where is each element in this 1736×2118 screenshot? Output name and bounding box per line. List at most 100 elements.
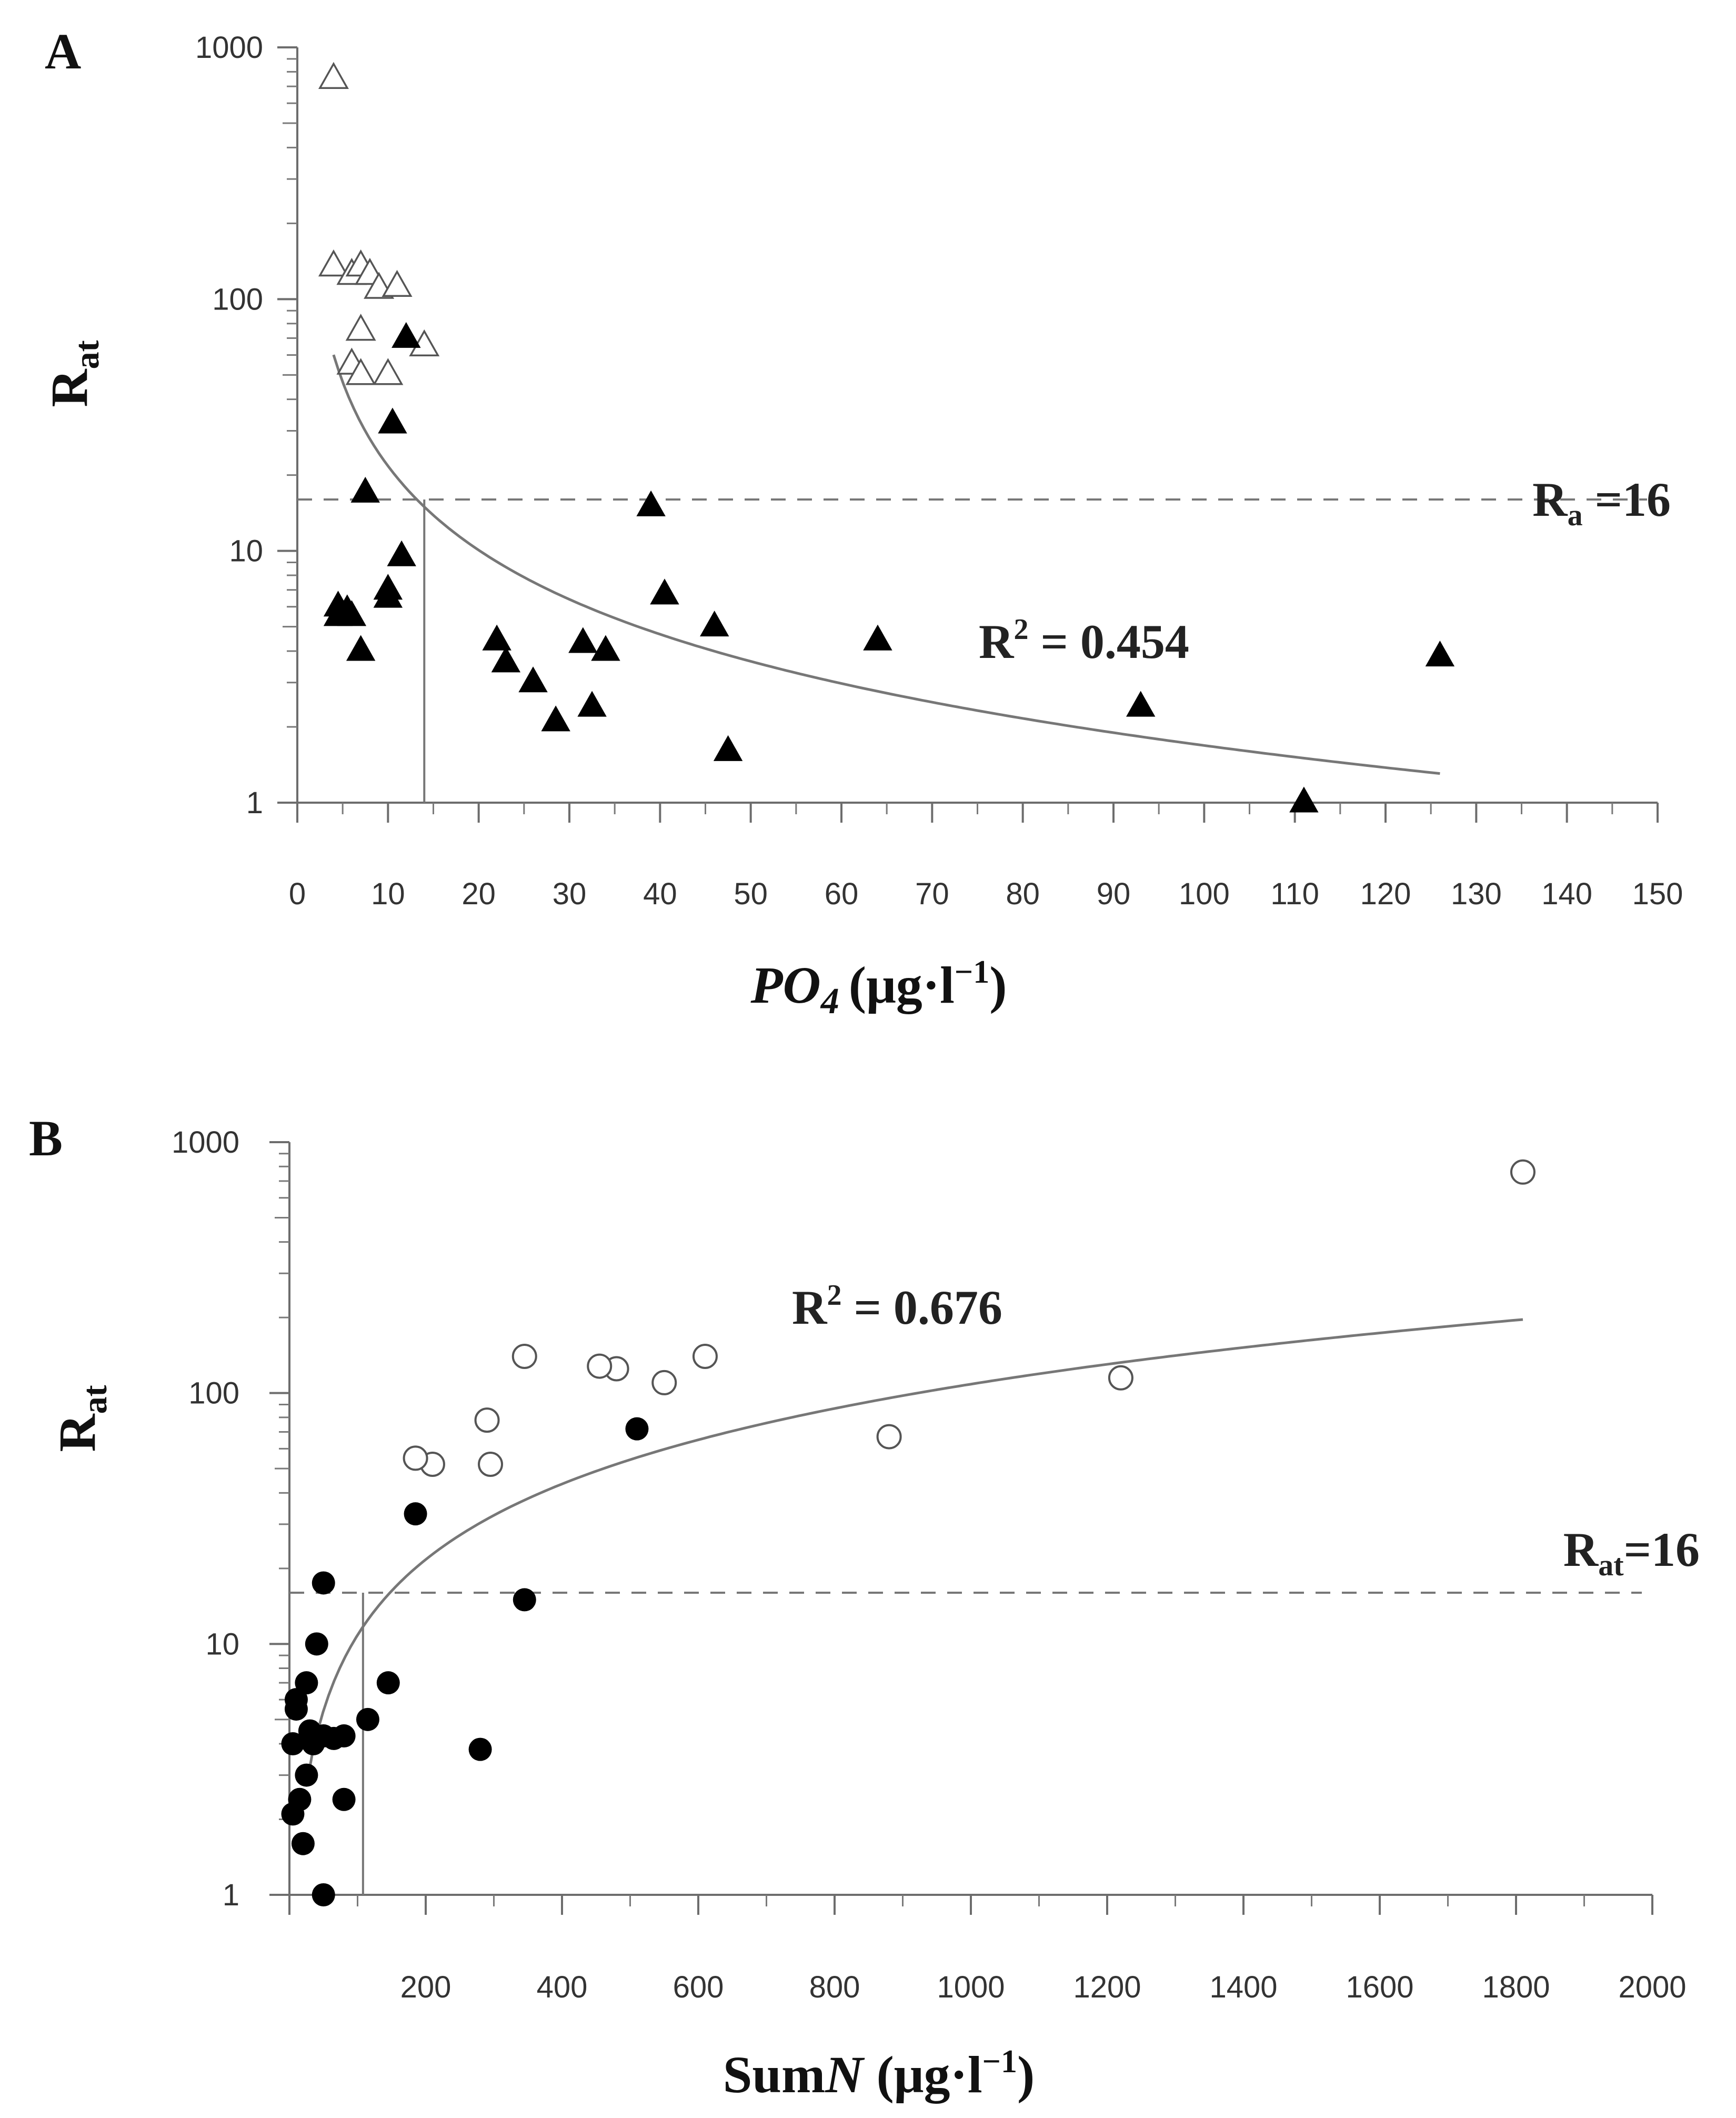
svg-text:Rat: Rat bbox=[40, 340, 106, 407]
panel-a-filled-triangle-point bbox=[591, 635, 620, 661]
panel-a-reference-line bbox=[297, 498, 1647, 803]
panel-a-x-tick-label: 140 bbox=[1541, 877, 1592, 911]
panel-a-y-axis-title: Rat bbox=[40, 340, 106, 407]
panel-a-y-tick-labels: 1 10 100 1000 bbox=[195, 31, 263, 820]
panel-b-filled-circle-point bbox=[305, 1632, 328, 1656]
panel-a-filled-triangle-point bbox=[863, 624, 892, 651]
panel-a-x-tick-label: 40 bbox=[643, 877, 677, 911]
panel-a-x-axis-title: PO4 (μg·l−1) bbox=[750, 954, 1007, 1022]
panel-b-y-tick-labels: 1 10 100 1000 bbox=[172, 1125, 239, 1912]
panel-b-x-tick-label: 1400 bbox=[1209, 1970, 1277, 2004]
panel-a-x-tick-labels: 0 10 20 30 40 50 60 70 80 90 100 110 120 130 140 150 bbox=[289, 877, 1683, 911]
panel-a-filled-triangle-point bbox=[387, 540, 416, 566]
panel-a-x-tick-label: 120 bbox=[1360, 877, 1411, 911]
panel-a-filled-triangle-point bbox=[1289, 786, 1319, 813]
panel-a-x-tick-label: 150 bbox=[1632, 877, 1683, 911]
panel-a-x-tick-label: 10 bbox=[371, 877, 405, 911]
panel-a-filled-triangle-point bbox=[482, 624, 511, 651]
panel-b-open-circle-point bbox=[511, 1344, 537, 1370]
panel-b-filled-circle-point bbox=[302, 1732, 325, 1756]
panel-a-open-triangle-point bbox=[318, 62, 349, 89]
panel-a-y-title-sub: at bbox=[68, 340, 106, 369]
panel-b-filled-circle-point bbox=[332, 1787, 356, 1811]
panel-b-open-circle-point bbox=[587, 1353, 613, 1379]
panel-b-x-tick-label: 1600 bbox=[1346, 1970, 1413, 2004]
panel-b-x-tick-label: 800 bbox=[809, 1970, 860, 2004]
panel-a-filled-triangle-point bbox=[568, 627, 598, 653]
panel-b-open-circle-point bbox=[1510, 1159, 1536, 1185]
panel-a-filled-triangle-point bbox=[346, 635, 376, 661]
panel-b: B Rat 1 10 100 1000 200 400 600 800 1000 1200 140… bbox=[29, 1110, 1700, 2104]
panel-a-x-tick-label: 30 bbox=[553, 877, 587, 911]
panel-b-filled-circle-point bbox=[295, 1763, 318, 1787]
panel-b-open-circle-point bbox=[876, 1424, 902, 1450]
panel-b-filled-circle-point bbox=[312, 1883, 335, 1906]
panel-b-filled-circle-point bbox=[404, 1502, 427, 1526]
panel-a-x-tick-label: 70 bbox=[915, 877, 949, 911]
panel-a-x-tick-label: 60 bbox=[825, 877, 859, 911]
panel-a-open-triangle-point bbox=[345, 358, 376, 385]
panel-b-open-circle-point bbox=[403, 1445, 428, 1471]
panel-a-y-title-main: R bbox=[40, 368, 98, 407]
panel-a-data-points bbox=[318, 62, 1455, 813]
panel-a-filled-triangle-point bbox=[337, 600, 367, 626]
panel-a-x-tick-label: 110 bbox=[1270, 877, 1319, 911]
panel-b-letter: B bbox=[29, 1110, 63, 1166]
panel-a-filled-triangle-point bbox=[713, 735, 743, 761]
panel-b-data-points bbox=[281, 1159, 1536, 1906]
panel-b-y-tick-label: 1000 bbox=[172, 1125, 239, 1160]
panel-a-r2-label: R2 = 0.454 bbox=[979, 613, 1189, 668]
panel-b-filled-circle-point bbox=[284, 1697, 308, 1721]
panel-b-fit-path bbox=[305, 1318, 1523, 1786]
panel-b-x-tick-labels: 200 400 600 800 1000 1200 1400 1600 1800 2000 bbox=[400, 1970, 1687, 2004]
panel-b-open-circle-point bbox=[651, 1370, 677, 1395]
panel-a-open-triangle-point bbox=[318, 249, 349, 277]
panel-b-filled-circle-point bbox=[625, 1417, 649, 1441]
panel-b-filled-circle-point bbox=[468, 1737, 492, 1761]
panel-b-y-title-sub: at bbox=[76, 1385, 114, 1414]
panel-b-filled-circle-point bbox=[356, 1707, 379, 1731]
panel-b-y-axis-title: Rat bbox=[48, 1385, 114, 1452]
panel-b-y-tick-label: 10 bbox=[205, 1627, 239, 1661]
panel-a-y-tick-label: 100 bbox=[212, 282, 263, 316]
panel-a-filled-triangle-point bbox=[491, 646, 521, 673]
svg-text:Rat: Rat bbox=[48, 1385, 114, 1452]
panel-a-x-tick-label: 20 bbox=[461, 877, 496, 911]
panel-a-filled-triangle-point bbox=[700, 611, 729, 637]
panel-b-x-tick-label: 1000 bbox=[937, 1970, 1005, 2004]
panel-b-open-circle-point bbox=[474, 1407, 500, 1433]
panel-a-fit-path bbox=[332, 354, 1440, 775]
panel-a-filled-triangle-point bbox=[350, 476, 380, 503]
panel-a-filled-triangle-point bbox=[373, 582, 403, 608]
panel-a-filled-triangle-point bbox=[378, 407, 407, 434]
panel-a-open-triangle-point bbox=[382, 269, 413, 297]
panel-b-open-circle-point bbox=[1108, 1365, 1133, 1391]
panel-b-open-circle-point bbox=[692, 1344, 718, 1370]
panel-b-x-tick-label: 600 bbox=[673, 1970, 724, 2004]
panel-a-filled-triangle-point bbox=[518, 666, 548, 693]
panel-a-filled-triangle-point bbox=[1425, 641, 1455, 667]
panel-b-filled-circle-point bbox=[312, 1571, 335, 1595]
panel-b-x-tick-label: 200 bbox=[400, 1970, 451, 2004]
panel-a-axes bbox=[277, 46, 1659, 823]
panel-b-filled-circle-point bbox=[376, 1671, 400, 1695]
panel-b-filled-circle-point bbox=[513, 1588, 536, 1612]
panel-a-x-tick-label: 0 bbox=[289, 877, 306, 911]
panel-b-open-circle-point bbox=[478, 1452, 504, 1477]
panel-a-letter: A bbox=[45, 23, 81, 79]
panel-a-filled-triangle-point bbox=[392, 322, 421, 348]
panel-b-x-tick-label: 1200 bbox=[1073, 1970, 1141, 2004]
panel-b-y-title-main: R bbox=[48, 1413, 106, 1452]
panel-a-filled-triangle-point bbox=[541, 705, 570, 732]
panel-a-y-tick-label: 10 bbox=[229, 534, 263, 568]
panel-b-filled-circle-point bbox=[281, 1802, 305, 1826]
panel-a-filled-triangle-point bbox=[577, 691, 607, 717]
panel-b-r2-label: R2 = 0.676 bbox=[792, 1279, 1002, 1334]
panel-a-x-tick-label: 80 bbox=[1006, 877, 1040, 911]
panel-a-fit-curve bbox=[332, 354, 1440, 775]
panel-a-open-triangle-point bbox=[345, 314, 376, 341]
panel-b-axes bbox=[269, 1141, 1653, 1915]
panel-a-reference-label: Ra =16 bbox=[1532, 473, 1671, 532]
